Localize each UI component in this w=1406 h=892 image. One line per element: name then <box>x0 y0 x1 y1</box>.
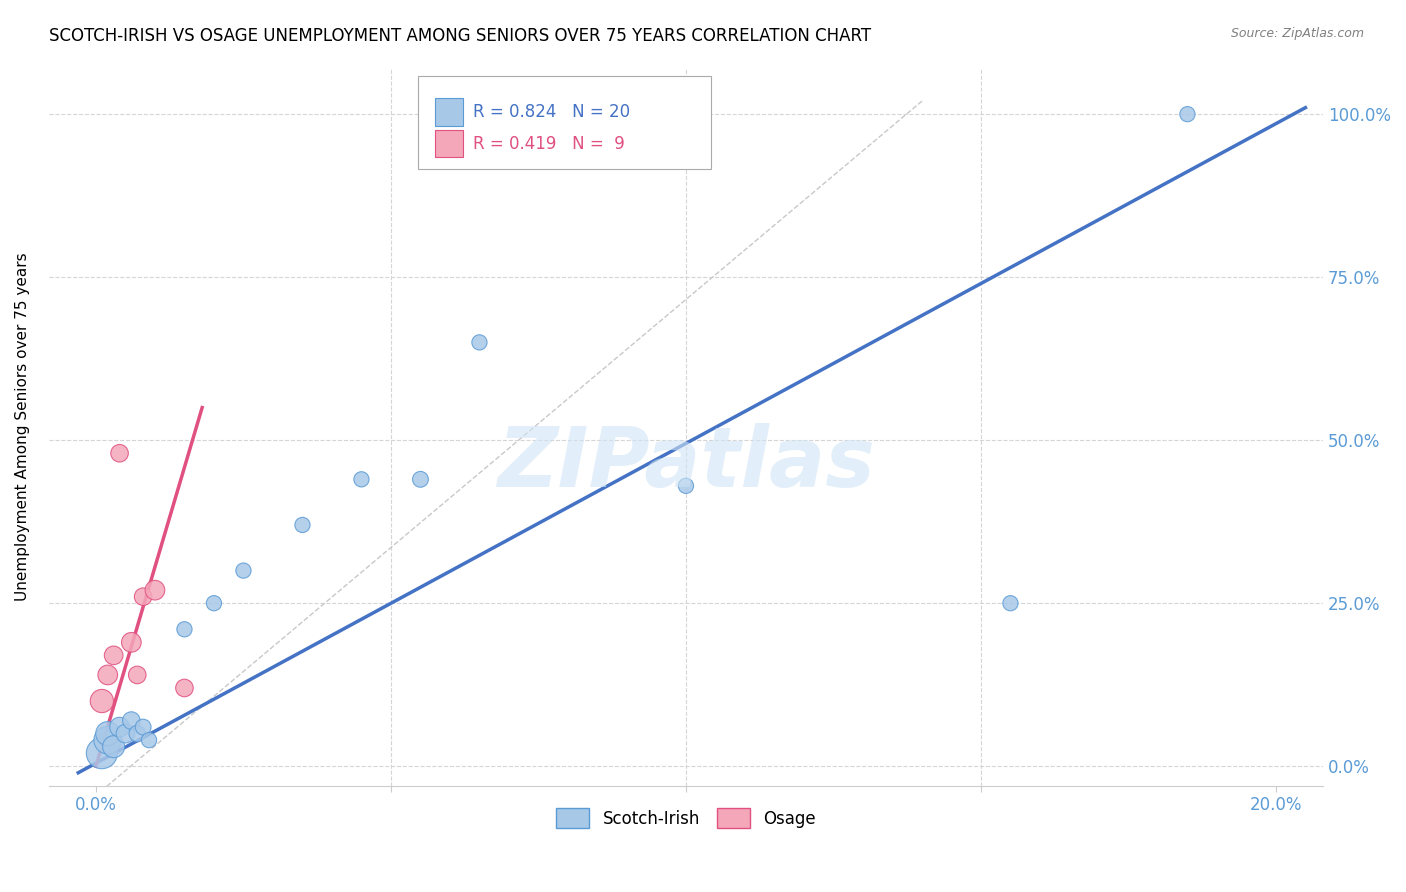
Point <box>103 648 125 663</box>
Point <box>90 694 112 708</box>
Point <box>675 479 697 493</box>
Point <box>132 590 155 604</box>
Point <box>114 726 136 740</box>
Bar <box>434 130 463 158</box>
Text: SCOTCH-IRISH VS OSAGE UNEMPLOYMENT AMONG SENIORS OVER 75 YEARS CORRELATION CHART: SCOTCH-IRISH VS OSAGE UNEMPLOYMENT AMONG… <box>49 27 872 45</box>
Text: Source: ZipAtlas.com: Source: ZipAtlas.com <box>1230 27 1364 40</box>
Point <box>202 596 225 610</box>
Point <box>468 335 491 350</box>
Y-axis label: Unemployment Among Seniors over 75 years: Unemployment Among Seniors over 75 years <box>15 252 30 601</box>
FancyBboxPatch shape <box>419 76 711 169</box>
Point <box>232 564 254 578</box>
Point <box>1177 107 1199 121</box>
Text: R = 0.419   N =  9: R = 0.419 N = 9 <box>474 135 624 153</box>
Point <box>173 622 195 636</box>
Point <box>97 668 120 682</box>
Point <box>120 635 142 649</box>
Point <box>103 739 125 754</box>
Point <box>409 472 432 486</box>
Point <box>120 714 142 728</box>
Point <box>138 733 160 747</box>
Text: ZIPatlas: ZIPatlas <box>496 423 875 503</box>
Point <box>350 472 373 486</box>
Point <box>127 726 149 740</box>
Legend: Scotch-Irish, Osage: Scotch-Irish, Osage <box>550 801 823 835</box>
Bar <box>434 98 463 126</box>
Point <box>143 583 166 598</box>
Point <box>108 446 131 460</box>
Point <box>108 720 131 734</box>
Point <box>132 720 155 734</box>
Text: R = 0.824   N = 20: R = 0.824 N = 20 <box>474 103 630 121</box>
Point <box>291 518 314 533</box>
Point <box>97 733 120 747</box>
Point <box>97 726 120 740</box>
Point <box>173 681 195 695</box>
Point <box>127 668 149 682</box>
Point <box>90 746 112 760</box>
Point <box>1000 596 1022 610</box>
